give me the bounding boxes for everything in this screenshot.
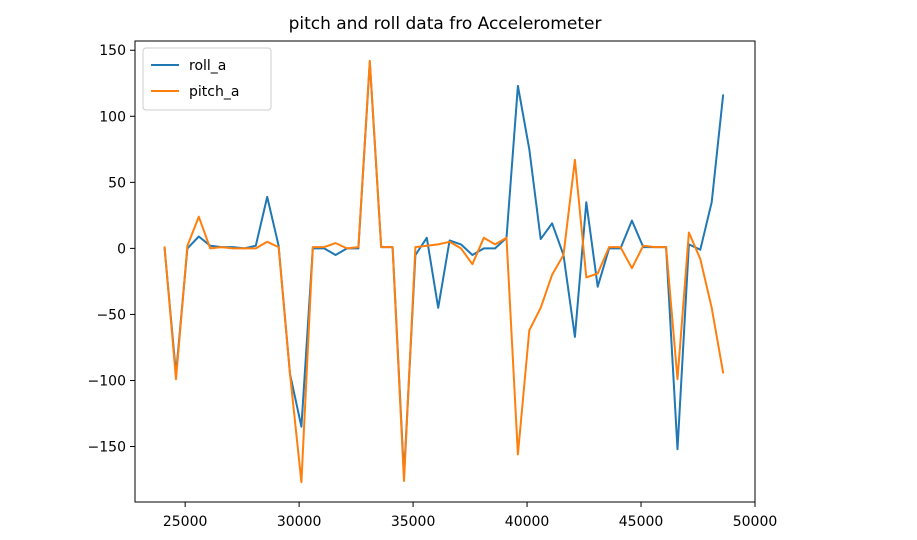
plot-frame — [134, 40, 756, 503]
y-tick-label: 100 — [99, 109, 126, 125]
y-tick-label: 150 — [99, 43, 126, 59]
legend-label: pitch_a — [189, 84, 239, 100]
y-tick-label: 0 — [117, 241, 126, 257]
x-tick-label: 35000 — [391, 514, 436, 530]
x-tick-label: 50000 — [733, 514, 778, 530]
series-line-pitch-a — [163, 59, 725, 484]
y-tick-label: −100 — [88, 373, 126, 389]
y-tick-label: −150 — [88, 440, 126, 456]
legend-box — [142, 47, 272, 111]
legend: roll_a pitch_a — [142, 47, 272, 111]
y-tick-label: −50 — [96, 307, 126, 323]
axes-layer: 25000 30000 35000 40000 45000 50000 150 100 50 0 −… — [88, 43, 778, 530]
x-tick-label: 30000 — [277, 514, 322, 530]
legend-label: roll_a — [189, 58, 226, 74]
series-layer — [163, 59, 725, 484]
x-tick-label: 45000 — [619, 514, 664, 530]
x-tick-label: 40000 — [505, 514, 550, 530]
series-line-roll-a — [163, 61, 725, 477]
chart-title: pitch and roll data fro Accelerometer — [289, 14, 602, 34]
x-tick-label: 25000 — [163, 514, 208, 530]
y-tick-label: 50 — [108, 175, 126, 191]
